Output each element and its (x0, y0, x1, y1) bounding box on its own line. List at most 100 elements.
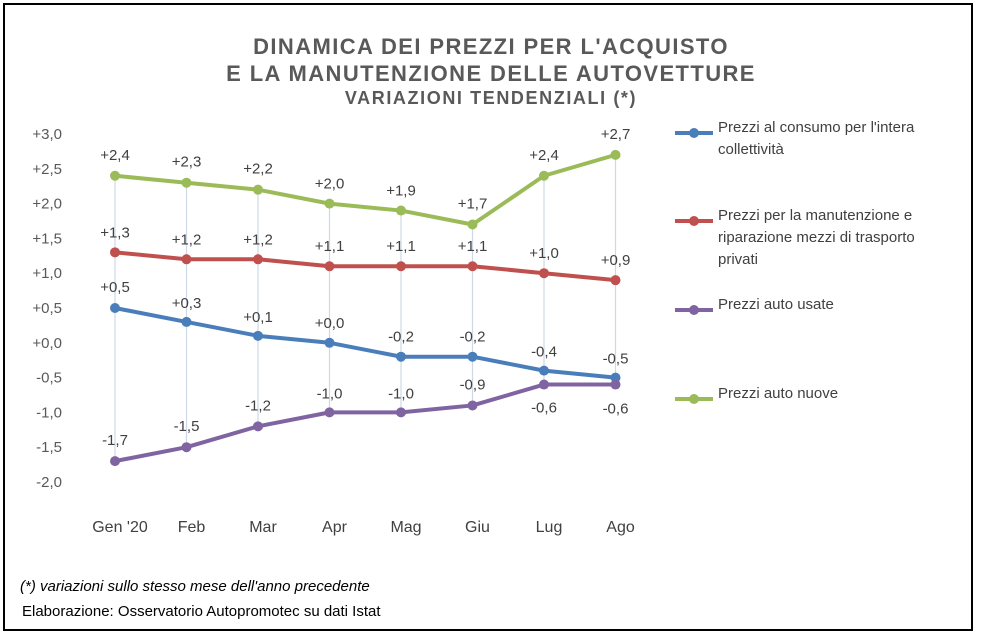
data-point (324, 198, 335, 209)
series-line (113, 152, 618, 227)
data-point (467, 351, 478, 362)
data-label: +1,2 (172, 231, 202, 248)
data-point (396, 205, 406, 216)
data-point (539, 170, 549, 181)
legend-label: Prezzi per la manutenzione e riparazione … (718, 205, 950, 271)
data-label: +1,1 (458, 238, 488, 255)
data-label: -0,2 (460, 329, 486, 346)
legend-marker (675, 128, 713, 138)
data-label: -0,9 (460, 376, 486, 393)
data-label: -0,2 (388, 329, 414, 346)
legend-label-line: Prezzi auto usate (718, 296, 834, 313)
y-tick-label: +1,0 (32, 265, 62, 282)
data-point (396, 351, 406, 362)
y-tick-label: +0,0 (32, 335, 62, 352)
drop-lines (114, 154, 617, 462)
data-label: +0,3 (172, 295, 202, 312)
data-label: -1,0 (317, 385, 343, 402)
data-label: +1,2 (243, 231, 273, 248)
x-tick-label: Feb (178, 519, 206, 536)
data-point (610, 149, 621, 160)
data-label: +1,0 (529, 245, 559, 262)
legend-label: Prezzi auto nuove (718, 383, 950, 405)
data-point (181, 254, 192, 265)
x-axis: Gen '20 Feb Mar Apr Mag Giu Lug Ago (92, 519, 635, 536)
data-label: -0,6 (531, 400, 557, 417)
data-point (253, 254, 263, 265)
legend-marker (675, 216, 713, 226)
data-label: +2,2 (243, 161, 273, 178)
series-line (113, 250, 618, 283)
data-label: +0,5 (100, 279, 130, 296)
data-label: -1,0 (388, 385, 414, 402)
legend-marker-dot (689, 394, 699, 404)
y-tick-label: -2,0 (36, 474, 62, 491)
x-tick-label: Apr (322, 519, 348, 536)
data-point (110, 456, 120, 467)
data-point (610, 372, 621, 383)
data-point (324, 407, 335, 418)
data-point (396, 261, 406, 272)
data-label: -1,5 (174, 418, 200, 435)
y-tick-label: +3,0 (32, 126, 62, 143)
legend-label: Prezzi al consumo per l'intera collettivi… (718, 117, 950, 161)
data-point (610, 275, 621, 286)
legend-marker (675, 394, 713, 404)
legend-marker-dot (689, 305, 699, 315)
y-tick-label: -1,0 (36, 404, 62, 421)
data-point (467, 261, 478, 272)
legend-marker (675, 305, 713, 315)
series-line (113, 306, 618, 380)
data-point (181, 316, 192, 327)
data-label: +1,7 (458, 195, 488, 212)
data-label: +0,0 (315, 315, 345, 332)
x-tick-label: Giu (465, 519, 490, 536)
data-label: +2,7 (601, 126, 631, 143)
data-point (539, 268, 549, 279)
data-label: +1,1 (386, 238, 416, 255)
data-label: +2,3 (172, 154, 202, 171)
y-tick-label: +2,5 (32, 161, 62, 178)
data-label: -0,4 (531, 344, 557, 361)
data-point (396, 407, 406, 418)
y-tick-label: +2,0 (32, 196, 62, 213)
y-axis: +3,0 +2,5 +2,0 +1,5 +1,0 +0,5 +0,0 -0,5 -1,0 -1,5… (32, 126, 62, 491)
data-label: +2,0 (315, 176, 345, 193)
legend-label-line: Prezzi auto nuove (718, 385, 839, 402)
x-tick-label: Ago (606, 519, 635, 536)
x-tick-label: Gen '20 (92, 519, 148, 536)
chart-title-line-1: DINAMICA DEI PREZZI PER L'ACQUISTO (253, 34, 729, 59)
footnote: (*) variazioni sullo stesso mese dell'an… (20, 578, 370, 595)
data-label: -0,6 (603, 401, 629, 418)
legend-label-line: privati (718, 251, 759, 268)
data-point (181, 442, 192, 453)
legend-label: Prezzi auto usate (718, 294, 950, 316)
data-labels: +0,5 +0,3 +0,1 +0,0 -0,2 -0,2 -0,4 -0,5 +1,3 +1,2… (100, 126, 630, 449)
x-tick-label: Lug (536, 519, 563, 536)
y-tick-label: +1,5 (32, 230, 62, 247)
x-tick-label: Mag (390, 519, 421, 536)
data-label: +1,9 (386, 183, 416, 200)
legend-label-line: riparazione mezzi di trasporto (718, 229, 915, 246)
data-point (181, 177, 192, 188)
data-label: -1,2 (245, 397, 271, 414)
data-point (110, 170, 120, 181)
chart-subtitle: VARIAZIONI TENDENZIALI (*) (344, 88, 638, 108)
series-lines (110, 149, 621, 467)
legend-label-line: Prezzi al consumo per l'intera (718, 119, 915, 136)
y-tick-label: -0,5 (36, 370, 62, 387)
source-note: Elaborazione: Osservatorio Autopromotec … (22, 603, 381, 620)
data-point (110, 247, 120, 258)
x-tick-label: Mar (249, 519, 277, 536)
data-point (253, 421, 263, 432)
data-label: +1,3 (100, 224, 130, 241)
series-line (113, 382, 618, 464)
data-point (253, 330, 263, 341)
legend-label-line: Prezzi per la manutenzione e (718, 207, 913, 224)
legend-label-line: collettività (718, 141, 784, 158)
data-point (539, 379, 549, 390)
y-tick-label: -1,5 (36, 439, 62, 456)
data-label: +0,1 (243, 309, 273, 326)
y-tick-label: +0,5 (32, 300, 62, 317)
